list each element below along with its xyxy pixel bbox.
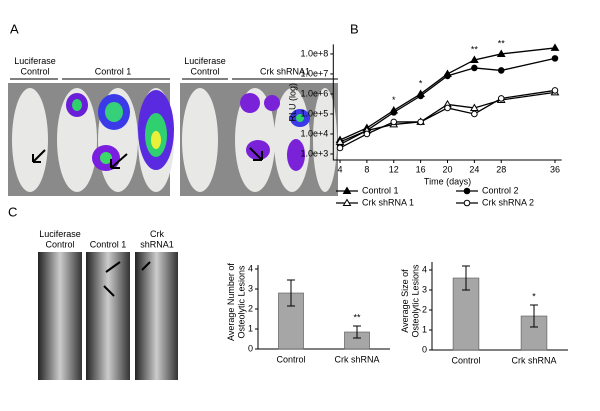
- marker: [390, 118, 398, 126]
- y-tick-label: 1.0e+3: [301, 148, 329, 158]
- significance: **: [471, 44, 479, 54]
- series-line: [339, 47, 556, 141]
- marker: [550, 43, 560, 51]
- y-tick-label: 4: [248, 263, 253, 273]
- y-tick-label: 1.0e+8: [301, 48, 329, 58]
- y-tick-label: 1.0e+5: [301, 108, 329, 118]
- marker: [471, 64, 478, 72]
- x-tick-label: Crk shRNA: [511, 355, 556, 365]
- marker: [444, 72, 451, 80]
- significance: *: [532, 291, 536, 301]
- x-tick-label: Control: [451, 355, 480, 365]
- x-tick-label: 8: [364, 164, 369, 174]
- marker: [463, 199, 471, 207]
- y-tick-label: 3: [422, 284, 427, 294]
- series-line: [339, 89, 556, 149]
- panel-label: A: [10, 21, 19, 36]
- y-tick-label: 1: [422, 324, 427, 334]
- error-bar: [462, 265, 470, 291]
- x-tick-label: Crk shRNA: [334, 354, 379, 364]
- x-tick-label: 24: [469, 164, 479, 174]
- axis: [332, 44, 562, 161]
- panel-label: C: [8, 204, 17, 219]
- legend-label: Crk shRNA 2: [482, 197, 534, 207]
- significance: *: [392, 95, 396, 105]
- legend-label: Control 1: [362, 185, 399, 195]
- y-tick-label: 2: [248, 303, 253, 313]
- marker: [342, 198, 352, 206]
- x-tick-label: 20: [442, 164, 452, 174]
- series-line: [339, 91, 556, 143]
- significance: *: [419, 78, 423, 88]
- photo-label: Luciferase Control: [39, 229, 81, 249]
- y-tick-label: 1.0e+6: [301, 88, 329, 98]
- y-tick-label: 1.0e+4: [301, 128, 329, 138]
- x-tick-label: Control: [276, 354, 305, 364]
- photo-label: Control 1: [90, 239, 127, 249]
- y-tick-label: 2: [422, 304, 427, 314]
- significance: **: [498, 38, 506, 48]
- series-line: [339, 57, 556, 146]
- axis: [431, 262, 568, 351]
- error-bar: [287, 279, 295, 307]
- y-tick-label: 0: [422, 344, 427, 354]
- marker: [471, 110, 478, 118]
- marker: [496, 49, 506, 57]
- panel-label: B: [350, 21, 359, 36]
- legend-label: Control 2: [482, 185, 519, 195]
- marker: [551, 87, 559, 94]
- marker: [390, 109, 398, 116]
- marker: [470, 55, 479, 63]
- marker: [417, 92, 424, 100]
- marker: [470, 103, 479, 111]
- photo-label: Crk shRNA1: [140, 229, 174, 249]
- xray-group: [38, 252, 178, 380]
- y-axis-label: RLU (log): [288, 83, 298, 122]
- y-tick-label: 3: [248, 283, 253, 293]
- y-tick-label: 4: [422, 264, 427, 274]
- x-tick-label: 4: [338, 164, 343, 174]
- x-tick-label: 12: [389, 164, 399, 174]
- photo-label: Control 1: [95, 66, 132, 76]
- photo-label: Crk shRNA1: [260, 66, 310, 76]
- legend-label: Crk shRNA 1: [362, 197, 414, 207]
- marker: [497, 95, 505, 102]
- marker: [497, 67, 505, 74]
- marker: [463, 187, 471, 195]
- y-tick-label: 1.0e+7: [301, 68, 329, 78]
- marker: [444, 104, 451, 112]
- error-bar: [353, 325, 361, 339]
- x-axis-label: Time (days): [424, 176, 471, 186]
- y-tick-label: 0: [248, 343, 253, 353]
- marker: [417, 118, 424, 126]
- x-tick-label: 28: [496, 164, 506, 174]
- significance: **: [353, 312, 361, 322]
- marker: [335, 137, 345, 145]
- marker: [336, 144, 344, 152]
- x-tick-label: 36: [550, 164, 560, 174]
- marker: [363, 130, 371, 138]
- marker: [342, 186, 352, 194]
- error-bar: [530, 304, 538, 328]
- y-axis-label: Average Number ofOsteolytic Lesions: [226, 263, 246, 341]
- x-tick-label: 16: [416, 164, 426, 174]
- marker: [551, 55, 559, 62]
- photo-label: Luciferase Control: [184, 56, 226, 76]
- y-tick-label: 1: [248, 323, 253, 333]
- axis: [257, 265, 390, 350]
- photo-group: [8, 78, 338, 196]
- photo-label: Luciferase Control: [14, 56, 56, 76]
- y-axis-label: Average Size ofOsteolytic Lesions: [400, 264, 420, 338]
